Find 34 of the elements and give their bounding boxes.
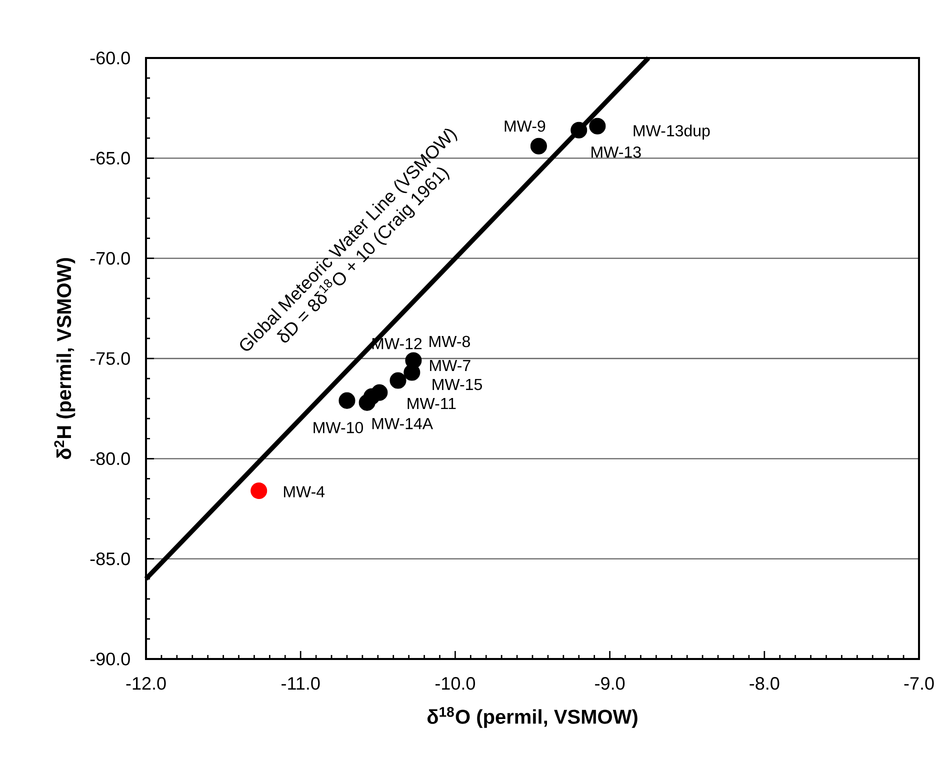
point bbox=[250, 482, 268, 499]
point bbox=[589, 118, 606, 134]
point bbox=[371, 384, 388, 401]
annotation: MW-8 bbox=[430, 336, 470, 348]
x-tick-label: -9.0 bbox=[595, 677, 625, 690]
x-axis-title: δ$^{18}$O (permil, VSMOW) bbox=[427, 706, 638, 728]
point bbox=[570, 122, 588, 138]
y-tick-label: -70.0 bbox=[90, 252, 130, 265]
y-tick-label: -65.0 bbox=[90, 152, 130, 165]
point bbox=[358, 394, 376, 411]
point bbox=[338, 392, 356, 409]
y-tick-label: -85.0 bbox=[90, 552, 130, 566]
annotation: MW-15 bbox=[432, 378, 482, 390]
y-axis-title: δ$^{2}$H (permil, VSMOW) bbox=[54, 258, 76, 460]
x-tick-label: -7.0 bbox=[904, 677, 934, 690]
annotation: MW-14A bbox=[372, 418, 434, 430]
point bbox=[390, 372, 406, 389]
x-tick-label: -10.0 bbox=[435, 677, 476, 690]
annotation: MW-13 bbox=[592, 146, 641, 158]
point bbox=[404, 364, 420, 381]
annotation: MW-7 bbox=[430, 360, 470, 372]
annotation: MW-13dup bbox=[634, 124, 710, 140]
annotation: MW-10 bbox=[314, 422, 363, 434]
annotation: MW-4 bbox=[284, 486, 325, 498]
x-tick-label: -12.0 bbox=[126, 677, 166, 690]
annotation: MW-11 bbox=[408, 398, 456, 410]
x-tick-label: -11.0 bbox=[282, 677, 320, 690]
point bbox=[530, 138, 547, 154]
y-tick-label: -80.0 bbox=[90, 452, 130, 466]
annotation: MW-9 bbox=[504, 120, 546, 132]
x-tick-label: -8.0 bbox=[750, 677, 780, 690]
y-tick-label: -60.0 bbox=[90, 52, 130, 64]
y-tick-label: -75.0 bbox=[90, 352, 130, 365]
y-tick-label: -90.0 bbox=[90, 652, 130, 666]
